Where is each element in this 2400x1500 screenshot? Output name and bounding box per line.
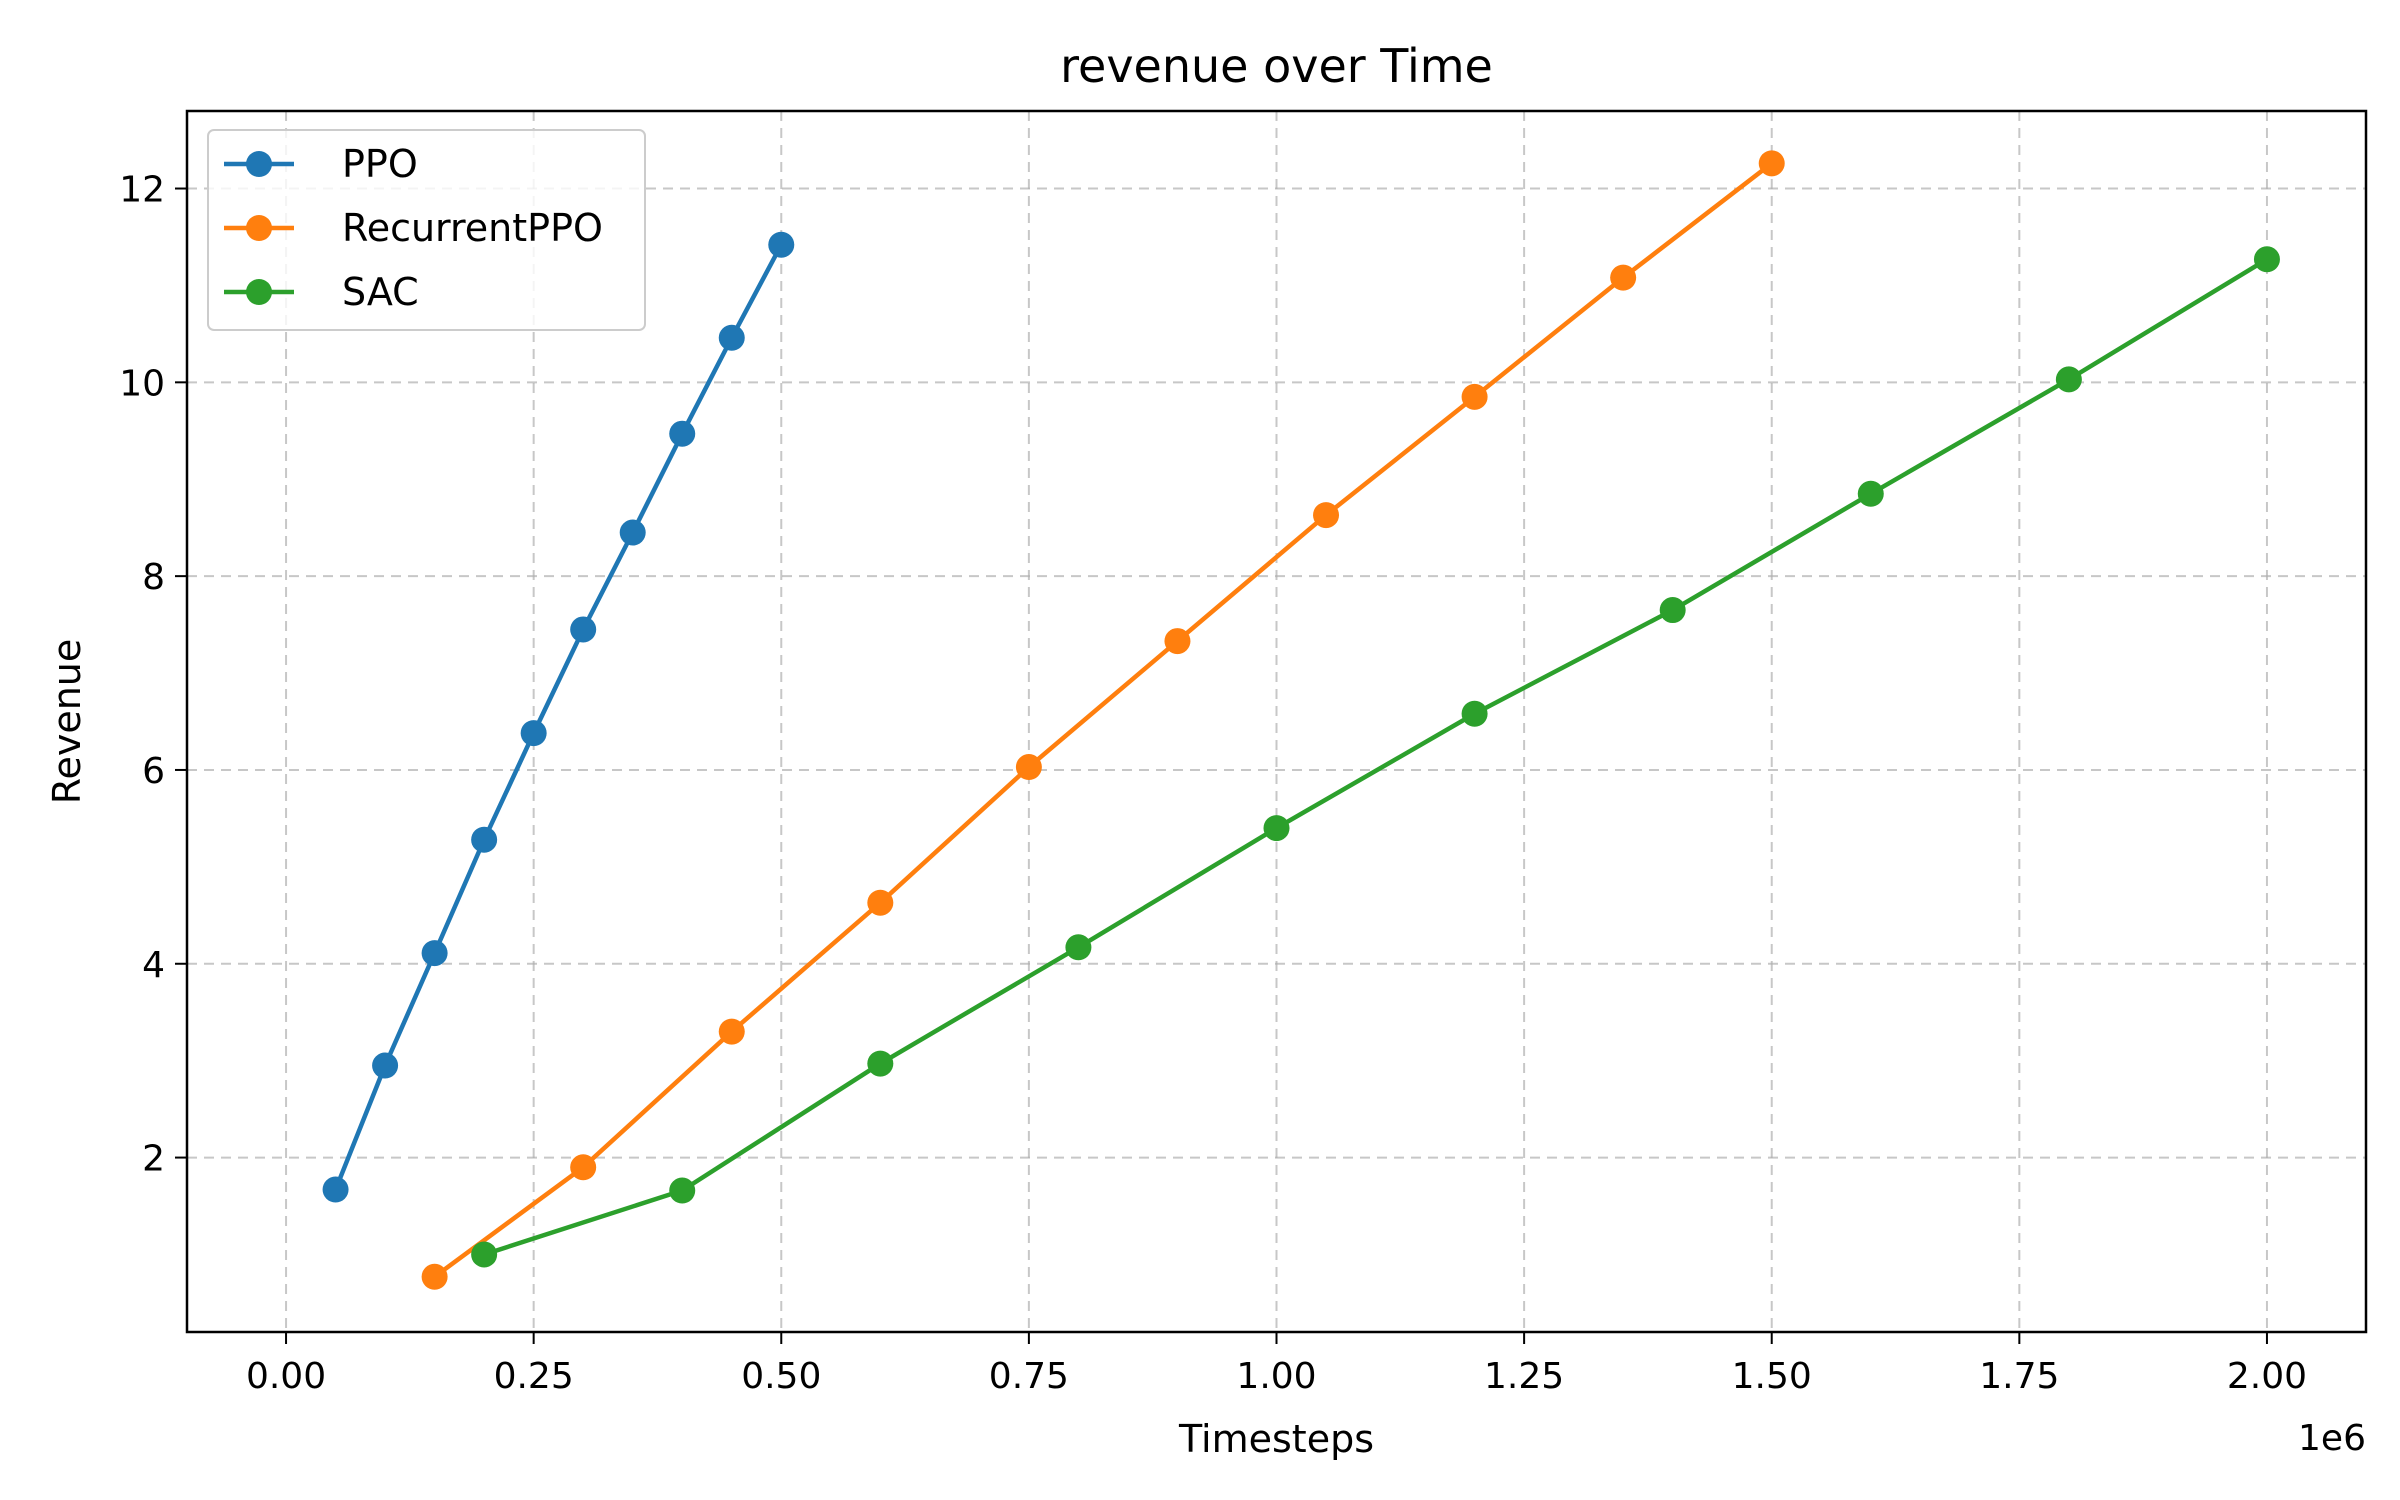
data-point [471, 826, 498, 853]
series-line [483, 257, 2269, 1257]
data-point [867, 1050, 894, 1077]
y-tick-label: 2 [142, 1139, 165, 1180]
chart-title: revenue over Time [1060, 39, 1493, 93]
data-point [867, 889, 894, 916]
x-tick-label: 0.25 [494, 1356, 574, 1397]
data-point [1461, 700, 1488, 727]
ticks: 0.00 0.25 0.50 0.75 1.00 1.25 1.50 1.75 2.00 2 4 6 8… [119, 170, 2307, 1397]
series-line [433, 161, 1774, 1279]
y-tick-label: 4 [142, 945, 165, 986]
legend-marker [246, 279, 272, 305]
data-point [1461, 383, 1488, 410]
series-recurrentppo [421, 150, 1785, 1290]
x-tick-label: 1.00 [1236, 1356, 1316, 1397]
x-axis-title: Timesteps [1178, 1417, 1374, 1461]
x-tick-label: 1.50 [1732, 1356, 1812, 1397]
data-point [619, 519, 646, 546]
legend: PPO RecurrentPPO SAC [207, 129, 646, 331]
series-sac [471, 246, 2280, 1268]
y-tick-label: 8 [142, 557, 165, 598]
legend-marker [246, 215, 272, 241]
legend-label: SAC [342, 270, 419, 314]
data-point [570, 1154, 597, 1181]
x-tick-label: 0.75 [989, 1356, 1069, 1397]
data-point [1164, 628, 1191, 655]
x-tick-label: 1.25 [1484, 1356, 1564, 1397]
legend-item: PPO [224, 142, 418, 186]
y-axis-title: Revenue [45, 639, 89, 805]
data-point [1659, 597, 1686, 624]
y-tick-label: 6 [142, 751, 165, 792]
data-point [570, 616, 597, 643]
legend-label: RecurrentPPO [342, 206, 603, 250]
x-tick-label: 1.75 [1979, 1356, 2059, 1397]
data-point [1758, 150, 1785, 177]
data-point [718, 324, 745, 351]
series-ppo [322, 231, 795, 1203]
data-point [718, 1018, 745, 1045]
data-point [2253, 246, 2280, 273]
legend-marker [246, 151, 272, 177]
x-tick-label: 2.00 [2227, 1356, 2307, 1397]
legend-label: PPO [342, 142, 418, 186]
data-point [322, 1176, 349, 1203]
data-point [2055, 366, 2082, 393]
data-point [669, 420, 696, 447]
data-point [1313, 502, 1340, 529]
data-point [471, 1241, 498, 1268]
data-point [372, 1052, 399, 1079]
data-point [1015, 754, 1042, 781]
data-point [520, 720, 547, 747]
legend-box [207, 129, 646, 331]
data-point [1857, 480, 1884, 507]
data-point [1610, 264, 1637, 291]
legend-item: SAC [224, 270, 419, 314]
data-point [1065, 934, 1092, 961]
data-point [1263, 815, 1290, 842]
series-layer [322, 150, 2280, 1290]
x-offset-label: 1e6 [2298, 1418, 2366, 1459]
data-point [768, 231, 795, 258]
data-point [669, 1177, 696, 1204]
x-tick-label: 0.50 [741, 1356, 821, 1397]
series-line [333, 243, 784, 1191]
x-tick-label: 0.00 [246, 1356, 326, 1397]
y-tick-label: 10 [119, 363, 165, 404]
data-point [421, 1263, 448, 1290]
data-point [421, 940, 448, 967]
y-tick-label: 12 [119, 170, 165, 211]
legend-item: RecurrentPPO [224, 206, 603, 250]
